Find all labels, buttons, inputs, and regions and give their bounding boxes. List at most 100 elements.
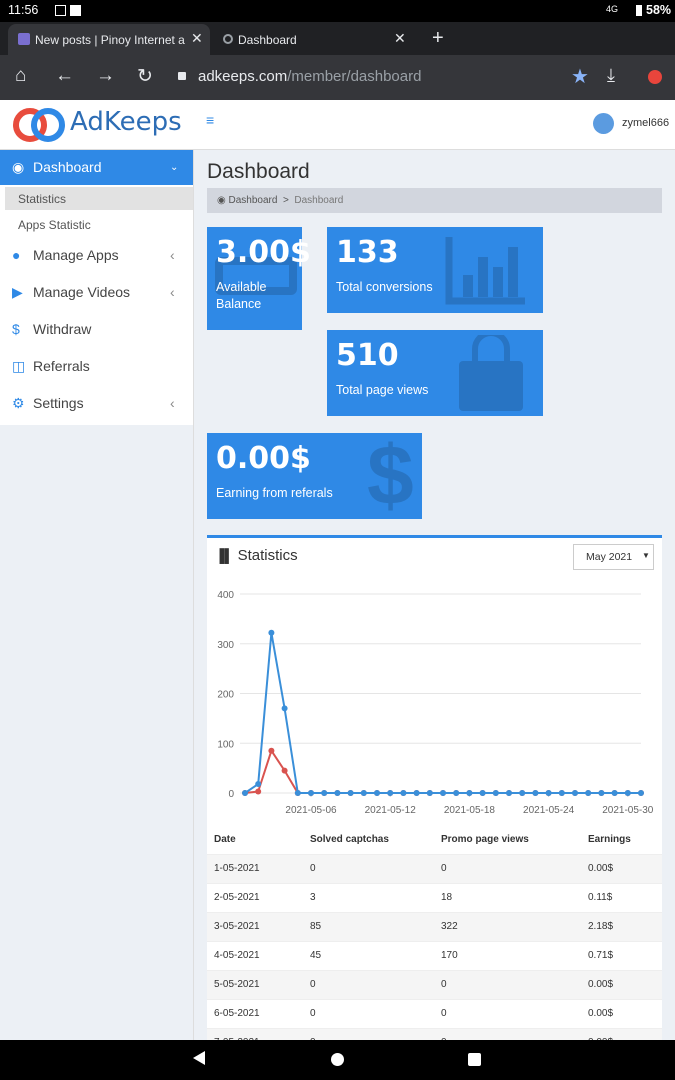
point bbox=[281, 767, 288, 774]
title-text: Statistics bbox=[237, 547, 298, 564]
column-header: Promo page views bbox=[441, 834, 529, 845]
forward-button[interactable]: → bbox=[96, 65, 115, 86]
point bbox=[519, 790, 526, 796]
table-cell: 322 bbox=[441, 921, 458, 932]
back-button[interactable]: ← bbox=[55, 65, 74, 86]
table-cell: 6-05-2021 bbox=[214, 1008, 260, 1019]
point bbox=[598, 790, 605, 796]
nav-label: Withdraw bbox=[33, 321, 92, 337]
nav-item[interactable]: Settings ⚙ ‹ bbox=[0, 385, 193, 422]
table-cell: 3 bbox=[310, 892, 316, 903]
table-cell: 0.11$ bbox=[588, 892, 613, 903]
table-row bbox=[207, 1028, 662, 1040]
column-header: Solved captchas bbox=[310, 834, 389, 845]
page-title: Dashboard bbox=[207, 160, 310, 183]
table-cell: 0 bbox=[441, 1008, 447, 1019]
chevron: ‹ bbox=[170, 284, 175, 300]
tab-strip: New posts | Pinoy Internet a ✕ Dashboard… bbox=[0, 22, 675, 55]
table-row bbox=[207, 912, 662, 941]
network: 4G bbox=[606, 4, 619, 14]
period: May 2021 bbox=[586, 551, 633, 563]
tab[interactable]: New posts | Pinoy Internet a ✕ bbox=[8, 24, 210, 55]
series-line bbox=[244, 748, 641, 794]
x-tick-label: 2021-05-12 bbox=[365, 805, 417, 816]
point bbox=[466, 790, 473, 796]
back[interactable] bbox=[193, 1051, 205, 1065]
stat-card: 133 Total conversions bbox=[327, 227, 543, 313]
point bbox=[374, 790, 380, 796]
nav-item[interactable]: Dashboard ◉ ⌄ bbox=[0, 150, 193, 185]
home[interactable] bbox=[331, 1053, 344, 1066]
icon: ▶ bbox=[12, 284, 23, 300]
point bbox=[413, 790, 420, 796]
chart: 0 100 200 300 400 2021-05-06 2021-05-12 2021-05… bbox=[217, 590, 654, 816]
site-header: AdKeeps ≡ zymel666 bbox=[0, 100, 675, 150]
favicon bbox=[18, 33, 30, 45]
chevron: ⌄ bbox=[170, 162, 179, 173]
new-tab[interactable]: + bbox=[432, 27, 444, 49]
series-line bbox=[244, 632, 641, 794]
x-tick-label: 2021-05-24 bbox=[523, 805, 575, 816]
nav-subitem[interactable]: Statistics bbox=[5, 187, 193, 210]
recents[interactable] bbox=[468, 1053, 481, 1066]
table-cell: 0 bbox=[310, 863, 316, 874]
battery: 58% bbox=[646, 3, 672, 17]
point bbox=[242, 790, 248, 796]
close[interactable]: ✕ bbox=[394, 30, 406, 46]
table-cell: 0.00$ bbox=[588, 1037, 613, 1040]
domain: adkeeps.com bbox=[198, 68, 288, 85]
lock-icon bbox=[178, 72, 186, 80]
card-icon bbox=[215, 257, 297, 295]
url[interactable]: adkeeps.com/member/dashboard bbox=[198, 68, 421, 85]
period-select[interactable]: May 2021 ▼ bbox=[573, 544, 654, 570]
icon bbox=[55, 5, 66, 16]
point bbox=[506, 790, 512, 796]
nav-item[interactable]: Referrals ◫ bbox=[0, 348, 193, 385]
card-label: Total page views bbox=[336, 383, 429, 397]
panel-title: ▐▌ Statistics bbox=[215, 547, 298, 564]
nav-item[interactable]: Withdraw $ bbox=[0, 311, 193, 348]
avatar[interactable] bbox=[593, 113, 614, 134]
table-cell: 0 bbox=[441, 863, 447, 874]
username[interactable]: zymel666 bbox=[622, 117, 670, 129]
point bbox=[532, 790, 539, 796]
clock: 11:56 bbox=[8, 3, 39, 17]
point bbox=[334, 790, 341, 796]
point bbox=[294, 790, 301, 796]
x-tick-label: 2021-05-18 bbox=[444, 805, 496, 816]
point bbox=[585, 790, 592, 796]
stat-card: $ 0.00$ Earning from referals bbox=[207, 428, 422, 522]
nav-item[interactable]: Manage Videos ▶ ‹ bbox=[0, 274, 193, 311]
table-cell: 0 bbox=[310, 1008, 316, 1019]
nav-item[interactable]: Manage Apps ● ‹ bbox=[0, 237, 193, 274]
stat-card: 510 Total page views bbox=[327, 330, 543, 416]
reload-button[interactable]: ↻ bbox=[137, 66, 153, 87]
tab[interactable]: Dashboard ✕ bbox=[213, 24, 415, 55]
download[interactable]: ⤓ bbox=[607, 65, 615, 85]
extension[interactable] bbox=[648, 70, 662, 84]
point bbox=[268, 629, 275, 636]
menu-toggle[interactable]: ≡ bbox=[206, 112, 215, 128]
card-value: 0.00$ bbox=[216, 441, 311, 476]
point bbox=[479, 790, 486, 796]
table-cell: 170 bbox=[441, 950, 458, 961]
table-cell: 2.18$ bbox=[588, 921, 614, 932]
bookmark-star[interactable]: ★ bbox=[571, 66, 589, 88]
logo-text[interactable]: AdKeeps bbox=[70, 107, 182, 137]
point bbox=[400, 790, 407, 796]
point bbox=[255, 788, 262, 795]
x-tick-label: 2021-05-30 bbox=[602, 805, 654, 816]
nav-subitem[interactable]: Apps Statistic bbox=[18, 218, 91, 232]
point bbox=[347, 790, 354, 796]
point bbox=[426, 790, 433, 796]
favicon bbox=[223, 34, 233, 44]
crumb[interactable]: Dashboard bbox=[228, 195, 278, 206]
table-cell: 45 bbox=[310, 950, 322, 961]
table-row bbox=[207, 883, 662, 912]
close[interactable]: ✕ bbox=[191, 30, 203, 46]
home-button[interactable]: ⌂ bbox=[15, 65, 27, 86]
battery-icon bbox=[636, 5, 642, 16]
table-cell: 0 bbox=[441, 979, 447, 990]
point bbox=[492, 790, 499, 796]
y-tick-label: 200 bbox=[217, 690, 234, 701]
